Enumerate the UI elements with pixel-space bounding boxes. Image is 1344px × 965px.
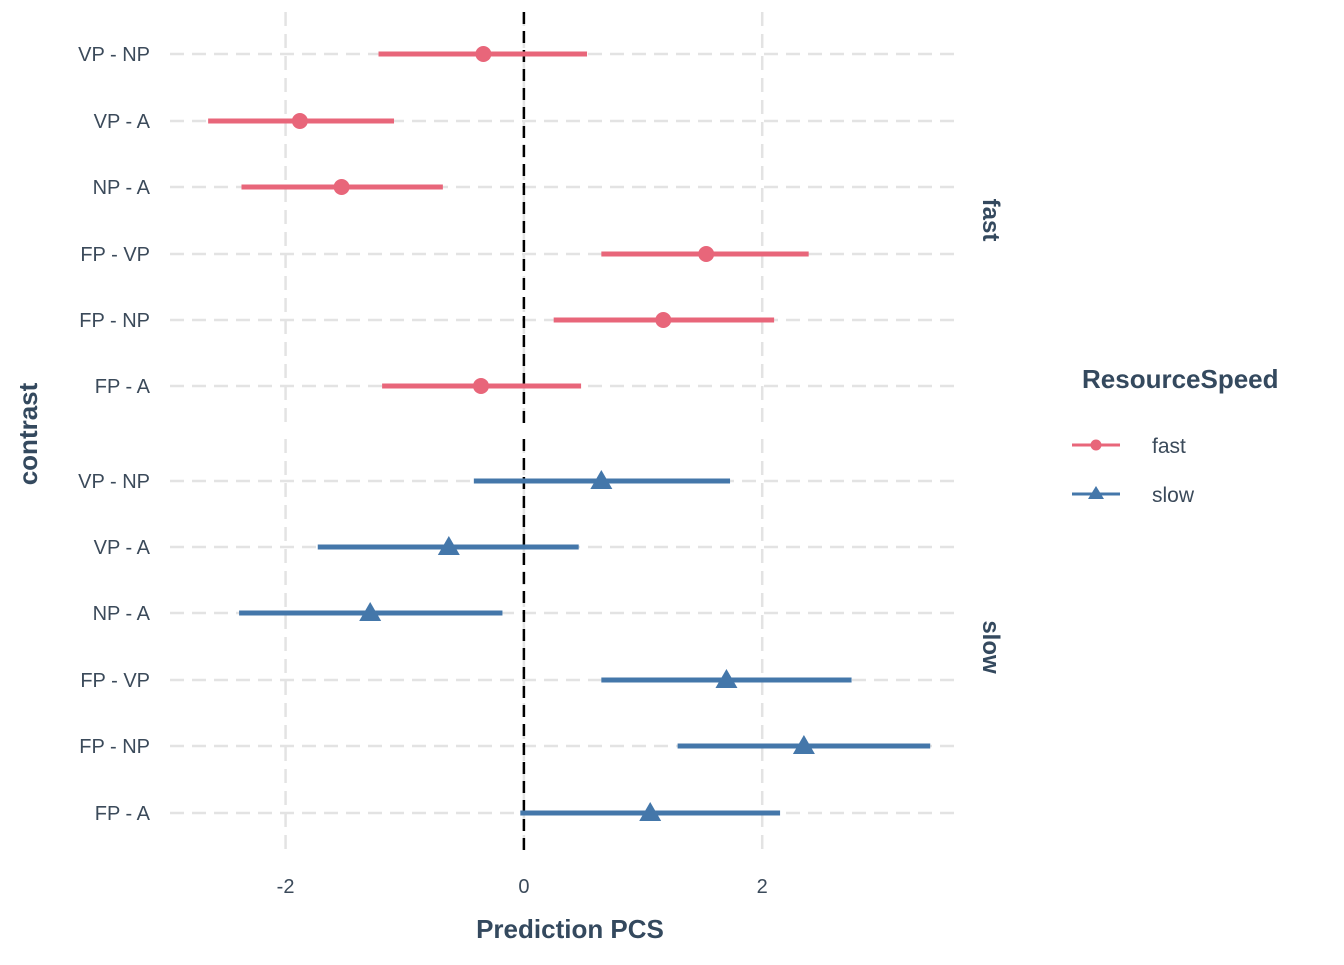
estimate-point-fast bbox=[333, 179, 350, 195]
estimate-point-slow bbox=[715, 669, 738, 688]
grid: -2 0 2 bbox=[277, 12, 768, 898]
facet-fast: VP - NP VP - A NP - A FP - VP FP - NP FP - A f… bbox=[78, 12, 1004, 428]
facet-slow: VP - NP VP - A NP - A FP - VP FP - NP FP - A s… bbox=[78, 439, 1004, 855]
legend-triangle-icon bbox=[1088, 486, 1104, 499]
y-tick-label: FP - VP bbox=[80, 244, 150, 266]
y-tick-label: FP - NP bbox=[79, 310, 150, 332]
legend: ResourceSpeed fast slow bbox=[1072, 364, 1279, 507]
y-tick-label: VP - NP bbox=[78, 471, 150, 493]
legend-label-slow: slow bbox=[1152, 484, 1195, 507]
y-tick-label: VP - A bbox=[94, 111, 151, 133]
estimate-point-slow bbox=[437, 536, 460, 555]
x-tick-label: 2 bbox=[757, 876, 768, 898]
estimate-point-fast bbox=[475, 46, 492, 62]
estimate-point-slow bbox=[590, 470, 613, 489]
estimate-point-fast bbox=[698, 246, 715, 262]
legend-title: ResourceSpeed bbox=[1082, 364, 1279, 394]
y-axis-title: contrast bbox=[13, 382, 43, 485]
legend-label-fast: fast bbox=[1152, 435, 1186, 458]
y-tick-label: FP - A bbox=[95, 376, 151, 398]
y-tick-label: FP - VP bbox=[80, 670, 150, 692]
y-tick-label: FP - NP bbox=[79, 736, 150, 758]
y-tick-label: FP - A bbox=[95, 803, 151, 825]
x-tick-label: 0 bbox=[518, 876, 529, 898]
estimate-point-slow bbox=[359, 602, 382, 621]
facet-strip-label: slow bbox=[977, 620, 1004, 674]
estimate-point-slow bbox=[792, 735, 815, 754]
estimate-point-slow bbox=[639, 802, 662, 821]
x-axis-title: Prediction PCS bbox=[476, 914, 664, 944]
y-tick-label: NP - A bbox=[93, 177, 151, 199]
estimate-point-fast bbox=[472, 378, 489, 394]
x-tick-label: -2 bbox=[277, 876, 295, 898]
estimate-point-fast bbox=[655, 312, 672, 328]
y-tick-label: VP - NP bbox=[78, 44, 150, 66]
estimate-point-fast bbox=[291, 113, 308, 129]
panels: VP - NP VP - A NP - A FP - VP FP - NP FP - A f… bbox=[78, 12, 1004, 855]
y-tick-label: NP - A bbox=[93, 603, 151, 625]
facet-strip-label: fast bbox=[977, 199, 1004, 242]
y-tick-label: VP - A bbox=[94, 537, 151, 559]
legend-circle-icon bbox=[1090, 439, 1102, 451]
